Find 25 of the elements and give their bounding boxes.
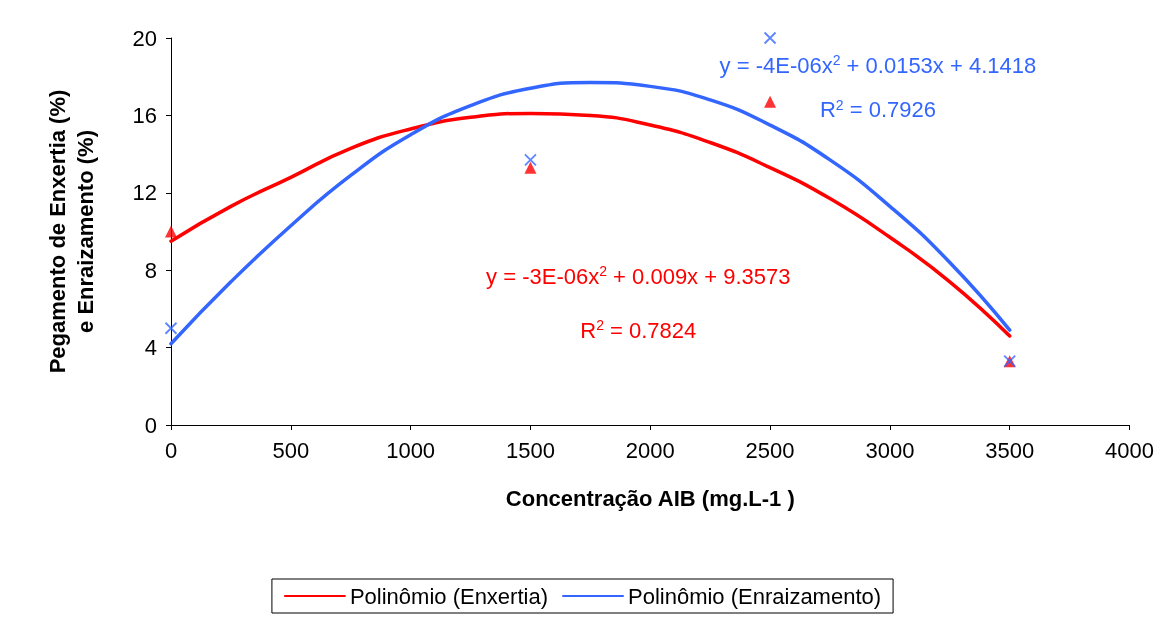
- y-tick-label: 0: [144, 412, 157, 438]
- point: [164, 321, 178, 335]
- point: [524, 153, 537, 167]
- x-tick-label: 1000: [386, 437, 436, 463]
- y-tick-label: 12: [132, 180, 157, 206]
- x-axis-title: Concentração AIB (mg.L-1 ): [505, 485, 795, 511]
- legend-label: Polinômio (Enxertia): [349, 583, 548, 609]
- point: [764, 95, 777, 108]
- x-tick-label: 500: [272, 437, 310, 463]
- y-tick-label: 16: [132, 102, 157, 128]
- x-tick-label: 3000: [865, 437, 915, 463]
- x-tick-label: 4000: [1105, 437, 1155, 463]
- x-tick-label: 2500: [745, 437, 795, 463]
- x-tick-label: 1500: [505, 437, 555, 463]
- y-tick-label: 4: [144, 335, 157, 361]
- x-tick-label: 2000: [625, 437, 675, 463]
- point: [165, 225, 177, 238]
- legend-label: Polinômio (Enraizamento): [627, 583, 882, 609]
- x-tick-label: 3500: [985, 437, 1035, 463]
- point: [524, 161, 537, 174]
- x-tick-label: 0: [164, 437, 178, 463]
- y-tick-label: 8: [144, 257, 157, 283]
- point: [763, 31, 777, 45]
- y-tick-label: 20: [132, 25, 157, 51]
- y-axis-title: Pegamento de Enxertia (%) e Enraizamento (%): [44, 89, 98, 374]
